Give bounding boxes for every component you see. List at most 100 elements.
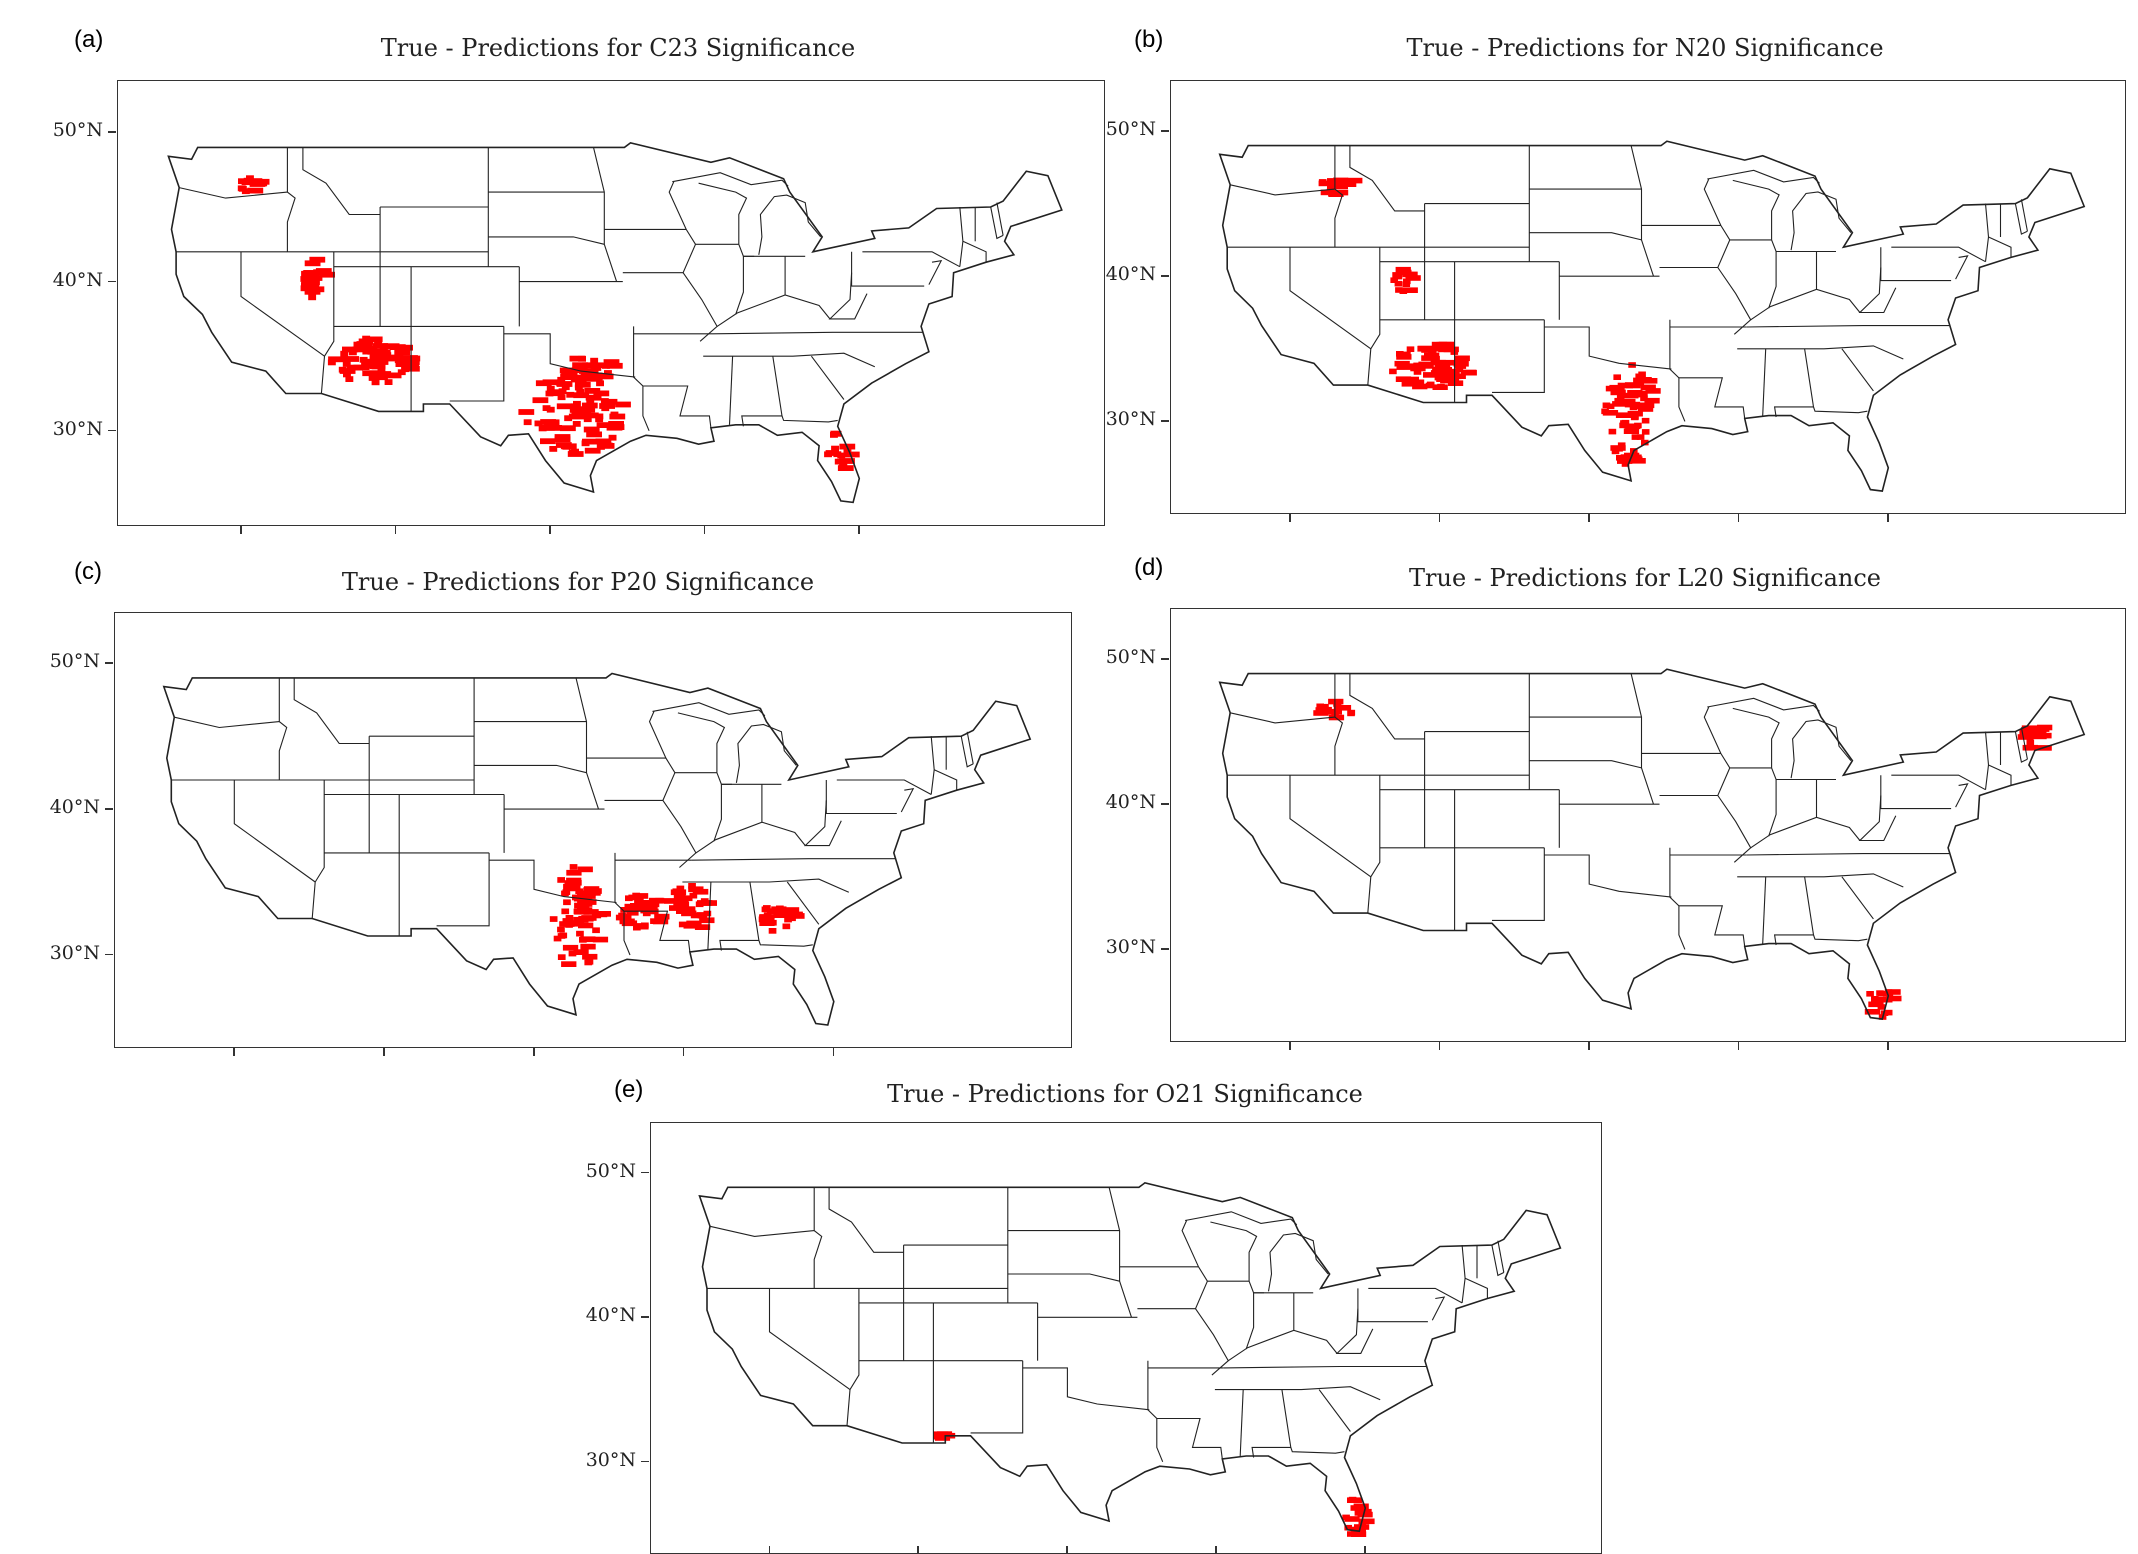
state-border [1108,1187,1133,1318]
significant-cell [1439,359,1455,366]
significant-cell [1630,458,1646,464]
significant-cell [1455,366,1464,373]
significant-cell [582,362,598,369]
significant-cell [532,397,549,404]
significant-cell [241,188,250,195]
state-border [1239,1389,1244,1457]
significant-cell [634,900,650,906]
significant-cell [1635,373,1643,380]
significant-cell [1627,410,1643,417]
significant-cell [1318,180,1334,187]
lat-tick-label: 30°N [1105,936,1156,959]
significant-cell [1359,1518,1375,1525]
significant-cell [2036,732,2052,739]
significant-cell [1438,346,1454,353]
significant-cell [1396,351,1404,357]
significant-cell [587,406,596,413]
significant-cell [1609,384,1625,391]
lon-tick-mark [1588,514,1590,522]
significant-cell [593,365,602,371]
significant-cell [677,895,693,902]
us-map [698,1182,1562,1537]
significant-cell [572,421,581,427]
significant-cell [689,892,698,899]
significant-cell [1615,412,1632,418]
significant-cell [838,464,847,471]
panel-label: (e) [614,1076,644,1103]
significant-cell [584,447,601,454]
state-border [293,677,370,745]
lon-tick-mark [240,526,242,534]
lon-tick-mark [768,1546,771,1554]
significant-cell [630,909,639,916]
significant-cell [1426,381,1435,388]
state-border [1367,775,1381,914]
significance-cluster-nevada [300,256,335,301]
map-frame [650,1122,1602,1554]
significant-cell [669,905,685,911]
lon-tick-mark [1215,1546,1217,1554]
significant-cell [1394,360,1410,367]
state-border [1248,1281,1264,1294]
significant-cell [604,370,612,376]
significant-cell [703,910,712,917]
significant-cell [1421,347,1437,353]
state-border [1195,1308,1230,1376]
state-border [709,1225,815,1237]
state-border [624,910,691,953]
significant-cell [1871,996,1879,1002]
state-border [436,852,490,927]
significant-cell [581,402,598,409]
state-border [933,769,958,791]
significant-cell [1877,1004,1886,1010]
lat-tick-mark [105,662,113,664]
significant-cell [825,450,834,456]
state-border [1732,707,1780,768]
state-border [622,244,697,274]
us-map [1218,140,2086,492]
significant-cell [610,411,619,418]
state-border [758,940,813,947]
significant-cell [1392,272,1400,278]
significant-cell [1332,183,1348,190]
state-border [592,147,618,282]
significant-cell [523,419,532,426]
significant-cell [518,409,535,415]
significant-cell [1866,991,1874,997]
state-border [604,772,676,801]
state-border [240,251,325,357]
significant-cell [650,902,658,909]
significant-cell [534,420,543,427]
significant-cell [574,879,582,886]
significant-cell [1454,355,1470,362]
state-border [930,736,935,795]
state-border [2014,203,2028,235]
significant-cell [371,363,380,370]
significant-cell [543,420,552,427]
significant-cell [1641,417,1650,424]
state-border [1984,731,1990,790]
significant-cell [1641,439,1649,446]
significant-cell [573,949,589,955]
lat-tick-mark [1161,803,1169,805]
significant-cell [1395,287,1403,293]
state-border [996,202,1004,236]
significant-cell [584,886,600,892]
significant-cell [1417,363,1433,369]
significant-cell [1333,701,1341,707]
lon-tick-mark [1289,1042,1291,1050]
significant-cell [566,877,582,884]
significant-cell [308,294,317,301]
map-frame [117,80,1105,526]
significant-cell [584,388,601,394]
significant-cell [1635,403,1644,409]
significant-cell [1328,714,1345,721]
significant-cell [377,367,386,373]
significant-cell [385,372,402,379]
significant-cell [315,268,332,274]
significant-cell [582,953,598,960]
significant-cell [564,880,573,886]
significant-cell [404,355,421,362]
state-border [668,181,696,245]
state-border [1659,767,1731,797]
